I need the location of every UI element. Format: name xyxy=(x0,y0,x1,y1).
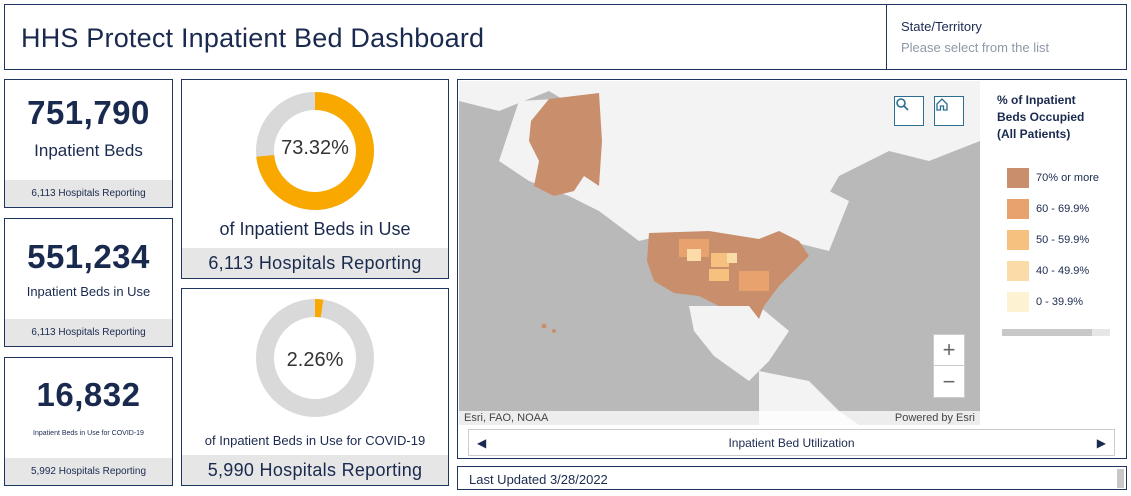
hawaii-region-2 xyxy=(552,329,556,333)
oklahoma-region xyxy=(709,269,729,281)
arctic-land xyxy=(459,81,980,231)
legend-swatch xyxy=(1007,199,1029,219)
legend-swatch xyxy=(1007,261,1029,281)
covid-beds-value: 16,832 xyxy=(36,376,141,413)
legend-label: 50 - 59.9% xyxy=(1036,234,1090,246)
covid-gauge-card: 2.26% of Inpatient Beds in Use for COVID… xyxy=(181,288,449,486)
occupancy-caption: of Inpatient Beds in Use xyxy=(219,219,411,239)
map-zoom-control: + − xyxy=(933,334,965,398)
map-view[interactable]: + − Esri, FAO, NOAA Powered by Esri xyxy=(459,81,980,425)
occupancy-gauge xyxy=(256,92,374,210)
covid-gauge xyxy=(256,299,374,417)
page-title: HHS Protect Inpatient Bed Dashboard xyxy=(21,23,485,53)
legend-label: 40 - 49.9% xyxy=(1036,265,1090,277)
map-legend: % of Inpatient Beds Occupied (All Patien… xyxy=(981,80,1126,424)
alaska-region xyxy=(529,93,602,196)
mexico-land xyxy=(689,306,789,381)
hawaii-region xyxy=(541,323,547,329)
kansas-region xyxy=(711,253,729,267)
basemap[interactable] xyxy=(459,81,980,425)
legend-item: 50 - 59.9% xyxy=(1007,229,1089,251)
legend-title: % of Inpatient Beds Occupied (All Patien… xyxy=(997,93,1085,141)
legend-swatch xyxy=(1007,292,1029,312)
home-icon xyxy=(936,98,948,111)
occupancy-footer: 6,113 Hospitals Reporting xyxy=(182,248,448,278)
missouri-region xyxy=(727,253,737,263)
inpatient-beds-footer: 6,113 Hospitals Reporting xyxy=(5,180,172,207)
southeast-region xyxy=(739,271,769,291)
covid-beds-footer: 5,992 Hospitals Reporting xyxy=(5,458,172,485)
inpatient-beds-card: 751,790 Inpatient Beds 6,113 Hospitals R… xyxy=(4,79,173,208)
zoom-in-button[interactable]: + xyxy=(934,335,964,366)
state-territory-placeholder[interactable]: Please select from the list xyxy=(901,40,1050,55)
map-home-button[interactable] xyxy=(934,96,964,126)
covid-caption: of Inpatient Beds in Use for COVID-19 xyxy=(204,433,426,448)
beds-in-use-label: Inpatient Beds in Use xyxy=(26,284,151,299)
last-updated-text: Last Updated 3/28/2022 xyxy=(469,472,608,487)
covid-percent: 2.26% xyxy=(286,349,344,371)
zoom-out-button[interactable]: − xyxy=(942,368,956,394)
header-bar: HHS Protect Inpatient Bed Dashboard Stat… xyxy=(4,4,1127,70)
map-attribution-source: Esri, FAO, NOAA xyxy=(464,412,549,424)
legend-label: 60 - 69.9% xyxy=(1036,203,1090,215)
last-updated-scrollbar[interactable] xyxy=(1117,469,1124,488)
occupancy-gauge-fill xyxy=(256,92,374,210)
legend-label: 70% or more xyxy=(1036,172,1099,184)
covid-beds-label: Inpatient Beds in Use for COVID-19 xyxy=(33,430,144,437)
state-territory-label: State/Territory xyxy=(901,19,982,34)
beds-in-use-value: 551,234 xyxy=(27,238,150,275)
legend-label: 0 - 39.9% xyxy=(1036,296,1084,308)
previous-map-button[interactable]: ◀ xyxy=(477,436,487,450)
legend-item: 70% or more xyxy=(1007,167,1099,189)
legend-scrollbar[interactable] xyxy=(1002,329,1110,336)
covid-gauge-fill xyxy=(256,299,374,417)
midwest-region xyxy=(679,239,709,257)
last-updated-bar: Last Updated 3/28/2022 xyxy=(457,466,1127,490)
beds-in-use-footer: 6,113 Hospitals Reporting xyxy=(5,319,172,346)
map-carousel-nav: ◀ Inpatient Bed Utilization ▶ xyxy=(468,429,1115,456)
beds-in-use-card: 551,234 Inpatient Beds in Use 6,113 Hosp… xyxy=(4,218,173,347)
map-search-button[interactable] xyxy=(894,96,924,126)
map-carousel-title: Inpatient Bed Utilization xyxy=(728,436,855,450)
occupancy-gauge-card: 73.32% of Inpatient Beds in Use 6,113 Ho… xyxy=(181,79,449,279)
occupancy-percent: 73.32% xyxy=(281,137,349,159)
legend-swatch xyxy=(1007,230,1029,250)
state-territory-selector[interactable]: State/Territory Please select from the l… xyxy=(886,5,1127,69)
inpatient-beds-value: 751,790 xyxy=(27,94,150,131)
search-icon xyxy=(896,98,909,111)
legend-item: 60 - 69.9% xyxy=(1007,198,1089,220)
map-attribution-powered[interactable]: Powered by Esri xyxy=(894,412,975,424)
plains-region xyxy=(687,249,701,261)
legend-item: 0 - 39.9% xyxy=(1007,291,1083,313)
covid-beds-card: 16,832 Inpatient Beds in Use for COVID-1… xyxy=(4,357,173,486)
legend-item: 40 - 49.9% xyxy=(1007,260,1089,282)
legend-swatch xyxy=(1007,168,1029,188)
covid-footer: 5,990 Hospitals Reporting xyxy=(182,455,448,485)
map-panel: + − Esri, FAO, NOAA Powered by Esri % of… xyxy=(457,79,1127,459)
next-map-button[interactable]: ▶ xyxy=(1096,436,1106,450)
canada-east-land xyxy=(649,171,849,251)
inpatient-beds-label: Inpatient Beds xyxy=(34,141,143,160)
legend-scrollbar-thumb[interactable] xyxy=(1002,329,1092,336)
map-attribution: Esri, FAO, NOAA Powered by Esri xyxy=(459,411,980,425)
